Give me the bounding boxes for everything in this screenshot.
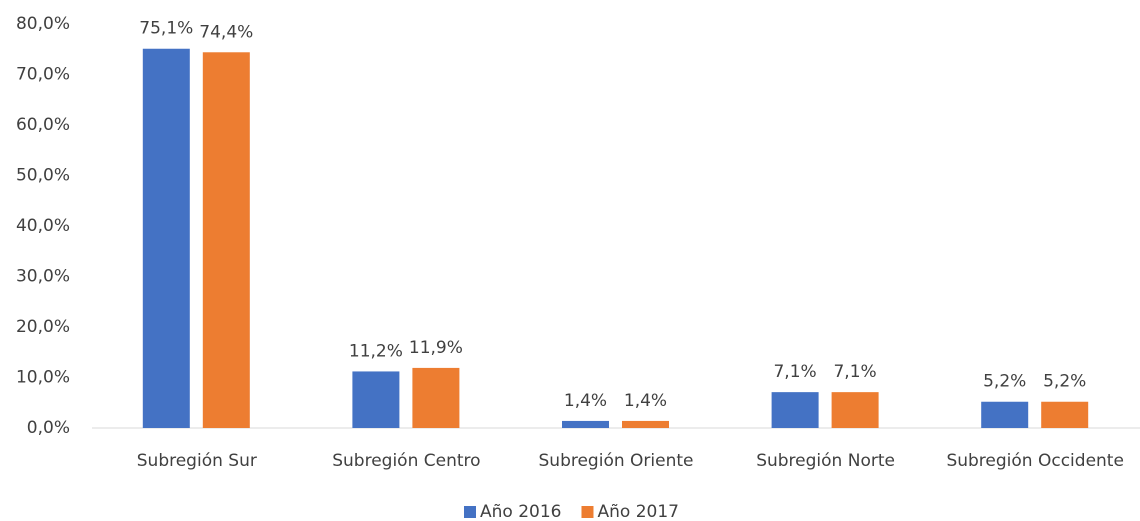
x-tick-label: Subregión Norte: [756, 451, 895, 471]
data-label: 5,2%: [1043, 372, 1086, 392]
bar: [831, 392, 879, 428]
data-label: 11,9%: [409, 338, 463, 358]
bar: [981, 401, 1029, 428]
bar: [352, 371, 400, 428]
bar: [622, 420, 669, 428]
bar: [202, 52, 250, 428]
bar: [562, 420, 609, 428]
data-label: 1,4%: [624, 391, 667, 411]
data-label: 7,1%: [833, 362, 876, 382]
legend-swatch: [464, 506, 476, 518]
data-label: 74,4%: [199, 22, 253, 42]
x-tick-label: Subregión Centro: [332, 451, 480, 471]
legend-label: Año 2017: [597, 502, 678, 521]
bar: [771, 392, 819, 428]
y-tick-label: 0,0%: [27, 418, 70, 438]
legend-swatch: [581, 506, 594, 518]
y-tick-label: 10,0%: [16, 368, 70, 388]
bar: [1041, 401, 1089, 428]
legend-label: Año 2016: [480, 502, 561, 521]
data-label: 75,1%: [139, 19, 193, 39]
y-tick-label: 20,0%: [16, 317, 70, 337]
x-tick-label: Subregión Oriente: [539, 451, 694, 471]
data-label: 7,1%: [773, 362, 816, 382]
x-tick-label: Subregión Sur: [137, 451, 257, 471]
y-tick-label: 70,0%: [16, 65, 70, 85]
y-tick-label: 50,0%: [16, 166, 70, 186]
data-label: 11,2%: [349, 341, 403, 361]
bar: [142, 48, 190, 429]
bar: [412, 367, 460, 428]
y-tick-label: 40,0%: [16, 216, 70, 236]
y-tick-label: 60,0%: [16, 115, 70, 135]
data-label: 5,2%: [983, 372, 1026, 392]
y-tick-label: 80,0%: [16, 14, 70, 34]
x-tick-label: Subregión Occidente: [946, 451, 1123, 471]
data-label: 1,4%: [564, 391, 607, 411]
y-tick-label: 30,0%: [16, 267, 70, 287]
